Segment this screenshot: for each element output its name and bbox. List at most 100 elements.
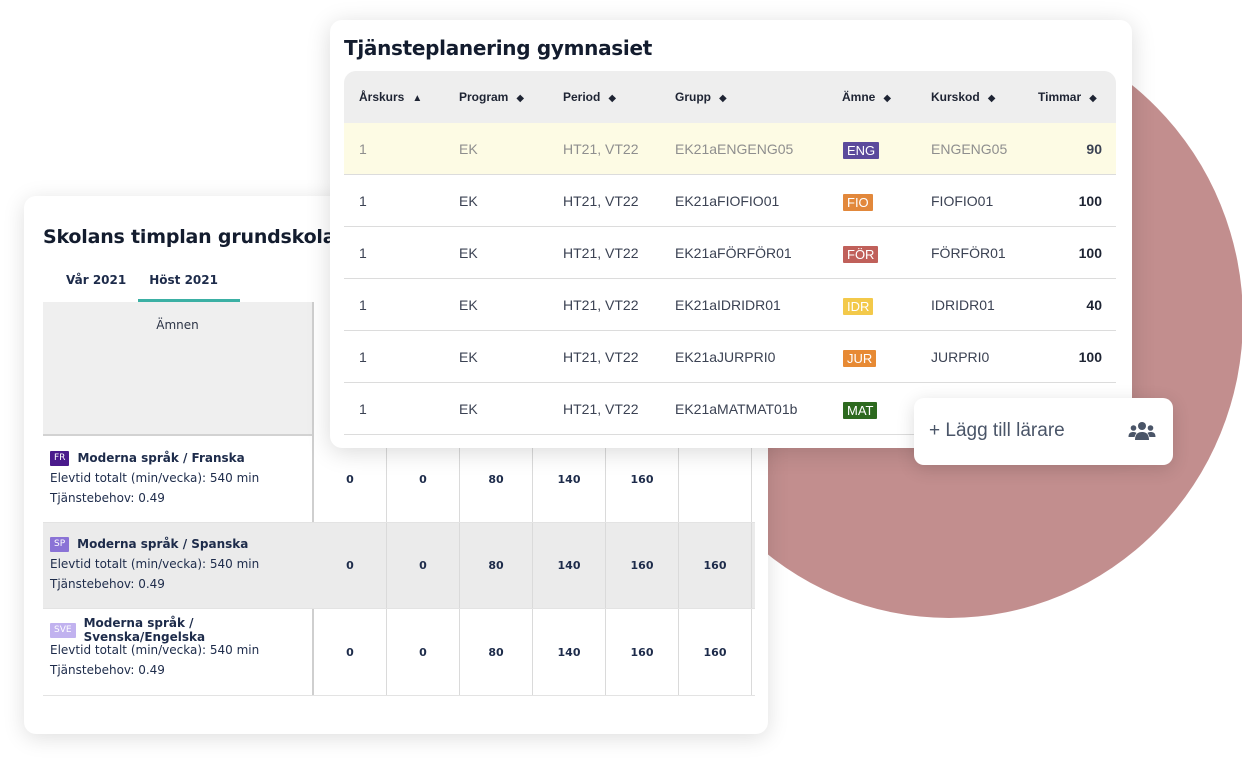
table-row[interactable]: 1 EK HT21, VT22 EK21aFÖRFÖR01 FÖR FÖRFÖR01 100	[344, 227, 1116, 279]
cell-period: HT21, VT22	[563, 297, 639, 313]
column-header-label: Timmar	[1038, 90, 1082, 104]
value-cell[interactable]: 80	[460, 437, 533, 522]
column-header-ämne[interactable]: Ämne ◆	[842, 71, 891, 123]
sort-ascending-icon[interactable]: ▲	[412, 93, 423, 104]
cell-kurskod: JURPRI0	[931, 349, 990, 365]
subject-tag: SVE	[50, 622, 76, 638]
table-row[interactable]: 1 EK HT21, VT22 EK21aFIOFIO01 FIO FIOFIO01 100	[344, 175, 1116, 227]
card-title: Tjänsteplanering gymnasiet	[344, 36, 652, 60]
subject-title-line: FR Moderna språk / Franska	[50, 449, 312, 467]
table-row[interactable]: 1 EK HT21, VT22 EK21aIDRIDR01 IDR IDRIDR01 40	[344, 279, 1116, 331]
cell-period: HT21, VT22	[563, 193, 639, 209]
subject-title-line: SP Moderna språk / Spanska	[50, 535, 312, 553]
subject-name[interactable]: Moderna språk / Spanska	[77, 537, 249, 551]
value-cell[interactable]: 80	[460, 609, 533, 695]
cell-timmar: 90	[1086, 141, 1102, 157]
column-divider	[312, 302, 314, 696]
cell-timmar: 100	[1078, 349, 1102, 365]
column-header-label: Ämne	[842, 90, 876, 104]
column-header-label: Period	[563, 90, 601, 104]
cell-program: EK	[459, 349, 478, 365]
column-header-program[interactable]: Program ◆	[459, 71, 524, 123]
subject-student-time: Elevtid totalt (min/vecka): 540 min	[50, 557, 260, 571]
column-header-label: Grupp	[675, 90, 711, 104]
subject-name[interactable]: Moderna språk / Svenska/Engelska	[83, 616, 206, 644]
table-row[interactable]: 1 EK HT21, VT22 EK21aMATMAT01b MAT	[344, 383, 1116, 435]
cell-grupp: EK21aJURPRI0	[675, 349, 776, 365]
column-header-kurskod[interactable]: Kurskod ◆	[931, 71, 995, 123]
sort-icon[interactable]: ◆	[987, 93, 996, 104]
tab-host-2021[interactable]: Höst 2021	[138, 272, 240, 302]
cell-program: EK	[459, 297, 478, 313]
cell-period: HT21, VT22	[563, 245, 639, 261]
add-teacher-button[interactable]: + Lägg till lärare	[914, 398, 1173, 465]
column-header-label: Kurskod	[931, 90, 980, 104]
cell-timmar: 40	[1086, 297, 1102, 313]
users-icon	[1128, 422, 1156, 440]
cell-period: HT21, VT22	[563, 401, 639, 417]
value-cell[interactable]	[679, 437, 752, 522]
cell-grupp: EK21aENGENG05	[675, 141, 794, 157]
value-cell[interactable]: 0	[387, 609, 460, 695]
value-cells: 0 0 80 140 160 160	[314, 523, 752, 608]
value-cell[interactable]: 160	[606, 523, 679, 608]
value-cell[interactable]: 140	[533, 523, 606, 608]
column-header-label: Program	[459, 90, 509, 104]
subject-title-line: SVE Moderna språk / Svenska/Engelska	[50, 616, 312, 644]
table-row[interactable]: 1 EK HT21, VT22 EK21aENGENG05 ENG ENGENG05 90	[344, 123, 1116, 175]
value-cells: 0 0 80 140 160	[314, 437, 752, 522]
sort-icon[interactable]: ◆	[1089, 93, 1097, 104]
subject-staff-need: Tjänstebehov: 0.49	[50, 491, 165, 505]
value-cell[interactable]: 80	[460, 523, 533, 608]
cell-grupp: EK21aMATMAT01b	[675, 401, 798, 417]
cell-amne: FIO	[843, 175, 873, 227]
cell-amne: FÖR	[843, 227, 879, 279]
cell-grupp: EK21aFIOFIO01	[675, 193, 780, 209]
cell-arskurs: 1	[359, 193, 367, 209]
column-header-årskurs[interactable]: Årskurs ▲	[359, 71, 422, 123]
subject-tag: SP	[50, 536, 70, 552]
value-cell[interactable]: 0	[314, 609, 387, 695]
value-cells: 0 0 80 140 160 160	[314, 609, 752, 695]
column-header-period[interactable]: Period ◆	[563, 71, 616, 123]
cell-period: HT21, VT22	[563, 141, 639, 157]
value-cell[interactable]: 0	[314, 523, 387, 608]
subject-name[interactable]: Moderna språk / Franska	[77, 451, 245, 465]
subject-student-time: Elevtid totalt (min/vecka): 540 min	[50, 643, 260, 657]
value-cell[interactable]: 160	[679, 523, 752, 608]
value-cell[interactable]: 160	[679, 609, 752, 695]
subject-staff-need: Tjänstebehov: 0.49	[50, 663, 165, 677]
cell-amne: JUR	[843, 331, 877, 383]
subject-tag: FR	[50, 450, 70, 466]
value-cell[interactable]: 0	[387, 437, 460, 522]
sort-icon[interactable]: ◆	[608, 93, 617, 104]
value-cell[interactable]: 0	[314, 437, 387, 522]
cell-grupp: EK21aIDRIDR01	[675, 297, 781, 313]
subject-staff-need: Tjänstebehov: 0.49	[50, 577, 165, 591]
column-header-grupp[interactable]: Grupp ◆	[675, 71, 727, 123]
column-header-timmar[interactable]: Timmar ◆	[1038, 71, 1097, 123]
subject-badge: JUR	[843, 349, 877, 367]
cell-amne: ENG	[843, 123, 880, 175]
value-cell[interactable]: 160	[606, 437, 679, 522]
value-cell[interactable]: 140	[533, 609, 606, 695]
value-cell[interactable]: 0	[387, 523, 460, 608]
table-row[interactable]: 1 EK HT21, VT22 EK21aJURPRI0 JUR JURPRI0 100	[344, 331, 1116, 383]
tab-var-2021[interactable]: Vår 2021	[66, 273, 127, 287]
subject-cell: SVE Moderna språk / Svenska/Engelska Elevt…	[43, 609, 312, 695]
value-cell[interactable]: 160	[606, 609, 679, 695]
sort-icon[interactable]: ◆	[883, 93, 892, 104]
cell-amne: MAT	[843, 383, 878, 435]
subject-student-time: Elevtid totalt (min/vecka): 540 min	[50, 471, 260, 485]
cell-arskurs: 1	[359, 349, 367, 365]
cell-kurskod: ENGENG05	[931, 141, 1008, 157]
staff-planning-card: Tjänsteplanering gymnasiet Årskurs ▲ Progr…	[330, 20, 1132, 448]
value-cell[interactable]: 140	[533, 437, 606, 522]
sort-icon[interactable]: ◆	[516, 93, 525, 104]
cell-timmar: 100	[1078, 193, 1102, 209]
cell-grupp: EK21aFÖRFÖR01	[675, 245, 792, 261]
sort-icon[interactable]: ◆	[719, 93, 727, 104]
subject-badge: FÖR	[843, 245, 879, 263]
add-teacher-label: + Lägg till lärare	[929, 420, 1065, 441]
subjects-header-label: Ämnen	[156, 318, 199, 332]
